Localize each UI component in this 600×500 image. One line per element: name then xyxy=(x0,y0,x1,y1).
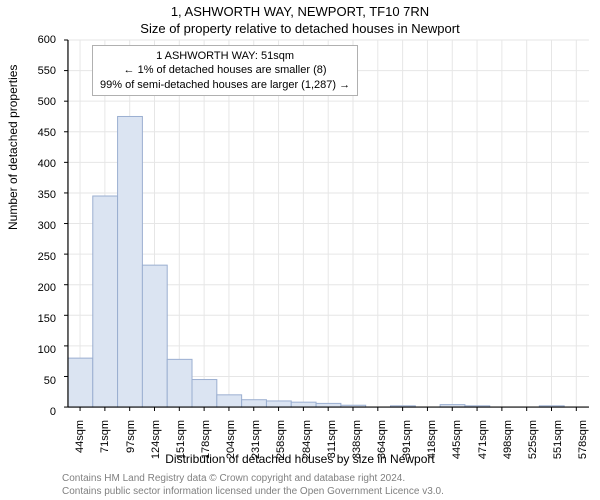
y-tick-label: 600 xyxy=(6,34,56,46)
footer-line2: Contains public sector information licen… xyxy=(62,486,444,499)
annotation-line1: 1 ASHWORTH WAY: 51sqm xyxy=(100,49,350,63)
footer-attribution: Contains HM Land Registry data © Crown c… xyxy=(62,473,444,498)
annotation-line2: ← 1% of detached houses are smaller (8) xyxy=(100,63,350,77)
y-tick-label: 0 xyxy=(6,406,56,418)
y-tick-label: 200 xyxy=(6,282,56,294)
y-tick-label: 150 xyxy=(6,313,56,325)
y-tick-label: 50 xyxy=(6,375,56,387)
y-tick-label: 250 xyxy=(6,251,56,263)
chart-container: 1, ASHWORTH WAY, NEWPORT, TF10 7RN Size … xyxy=(0,0,600,500)
chart-subtitle: Size of property relative to detached ho… xyxy=(0,21,600,36)
page-title: 1, ASHWORTH WAY, NEWPORT, TF10 7RN xyxy=(0,4,600,19)
footer-line1: Contains HM Land Registry data © Crown c… xyxy=(62,473,444,486)
y-tick-label: 350 xyxy=(6,189,56,201)
x-axis-label: Distribution of detached houses by size … xyxy=(0,452,600,466)
y-tick-label: 550 xyxy=(6,65,56,77)
y-tick-label: 300 xyxy=(6,220,56,232)
y-tick-label: 450 xyxy=(6,127,56,139)
plot-area: 1 ASHWORTH WAY: 51sqm ← 1% of detached h… xyxy=(62,40,590,412)
annotation-line3: 99% of semi-detached houses are larger (… xyxy=(100,78,350,92)
y-axis-label: Number of detached properties xyxy=(6,65,20,230)
y-tick-label: 400 xyxy=(6,158,56,170)
y-tick-label: 100 xyxy=(6,344,56,356)
y-tick-label: 500 xyxy=(6,96,56,108)
annotation-box: 1 ASHWORTH WAY: 51sqm ← 1% of detached h… xyxy=(92,45,358,96)
